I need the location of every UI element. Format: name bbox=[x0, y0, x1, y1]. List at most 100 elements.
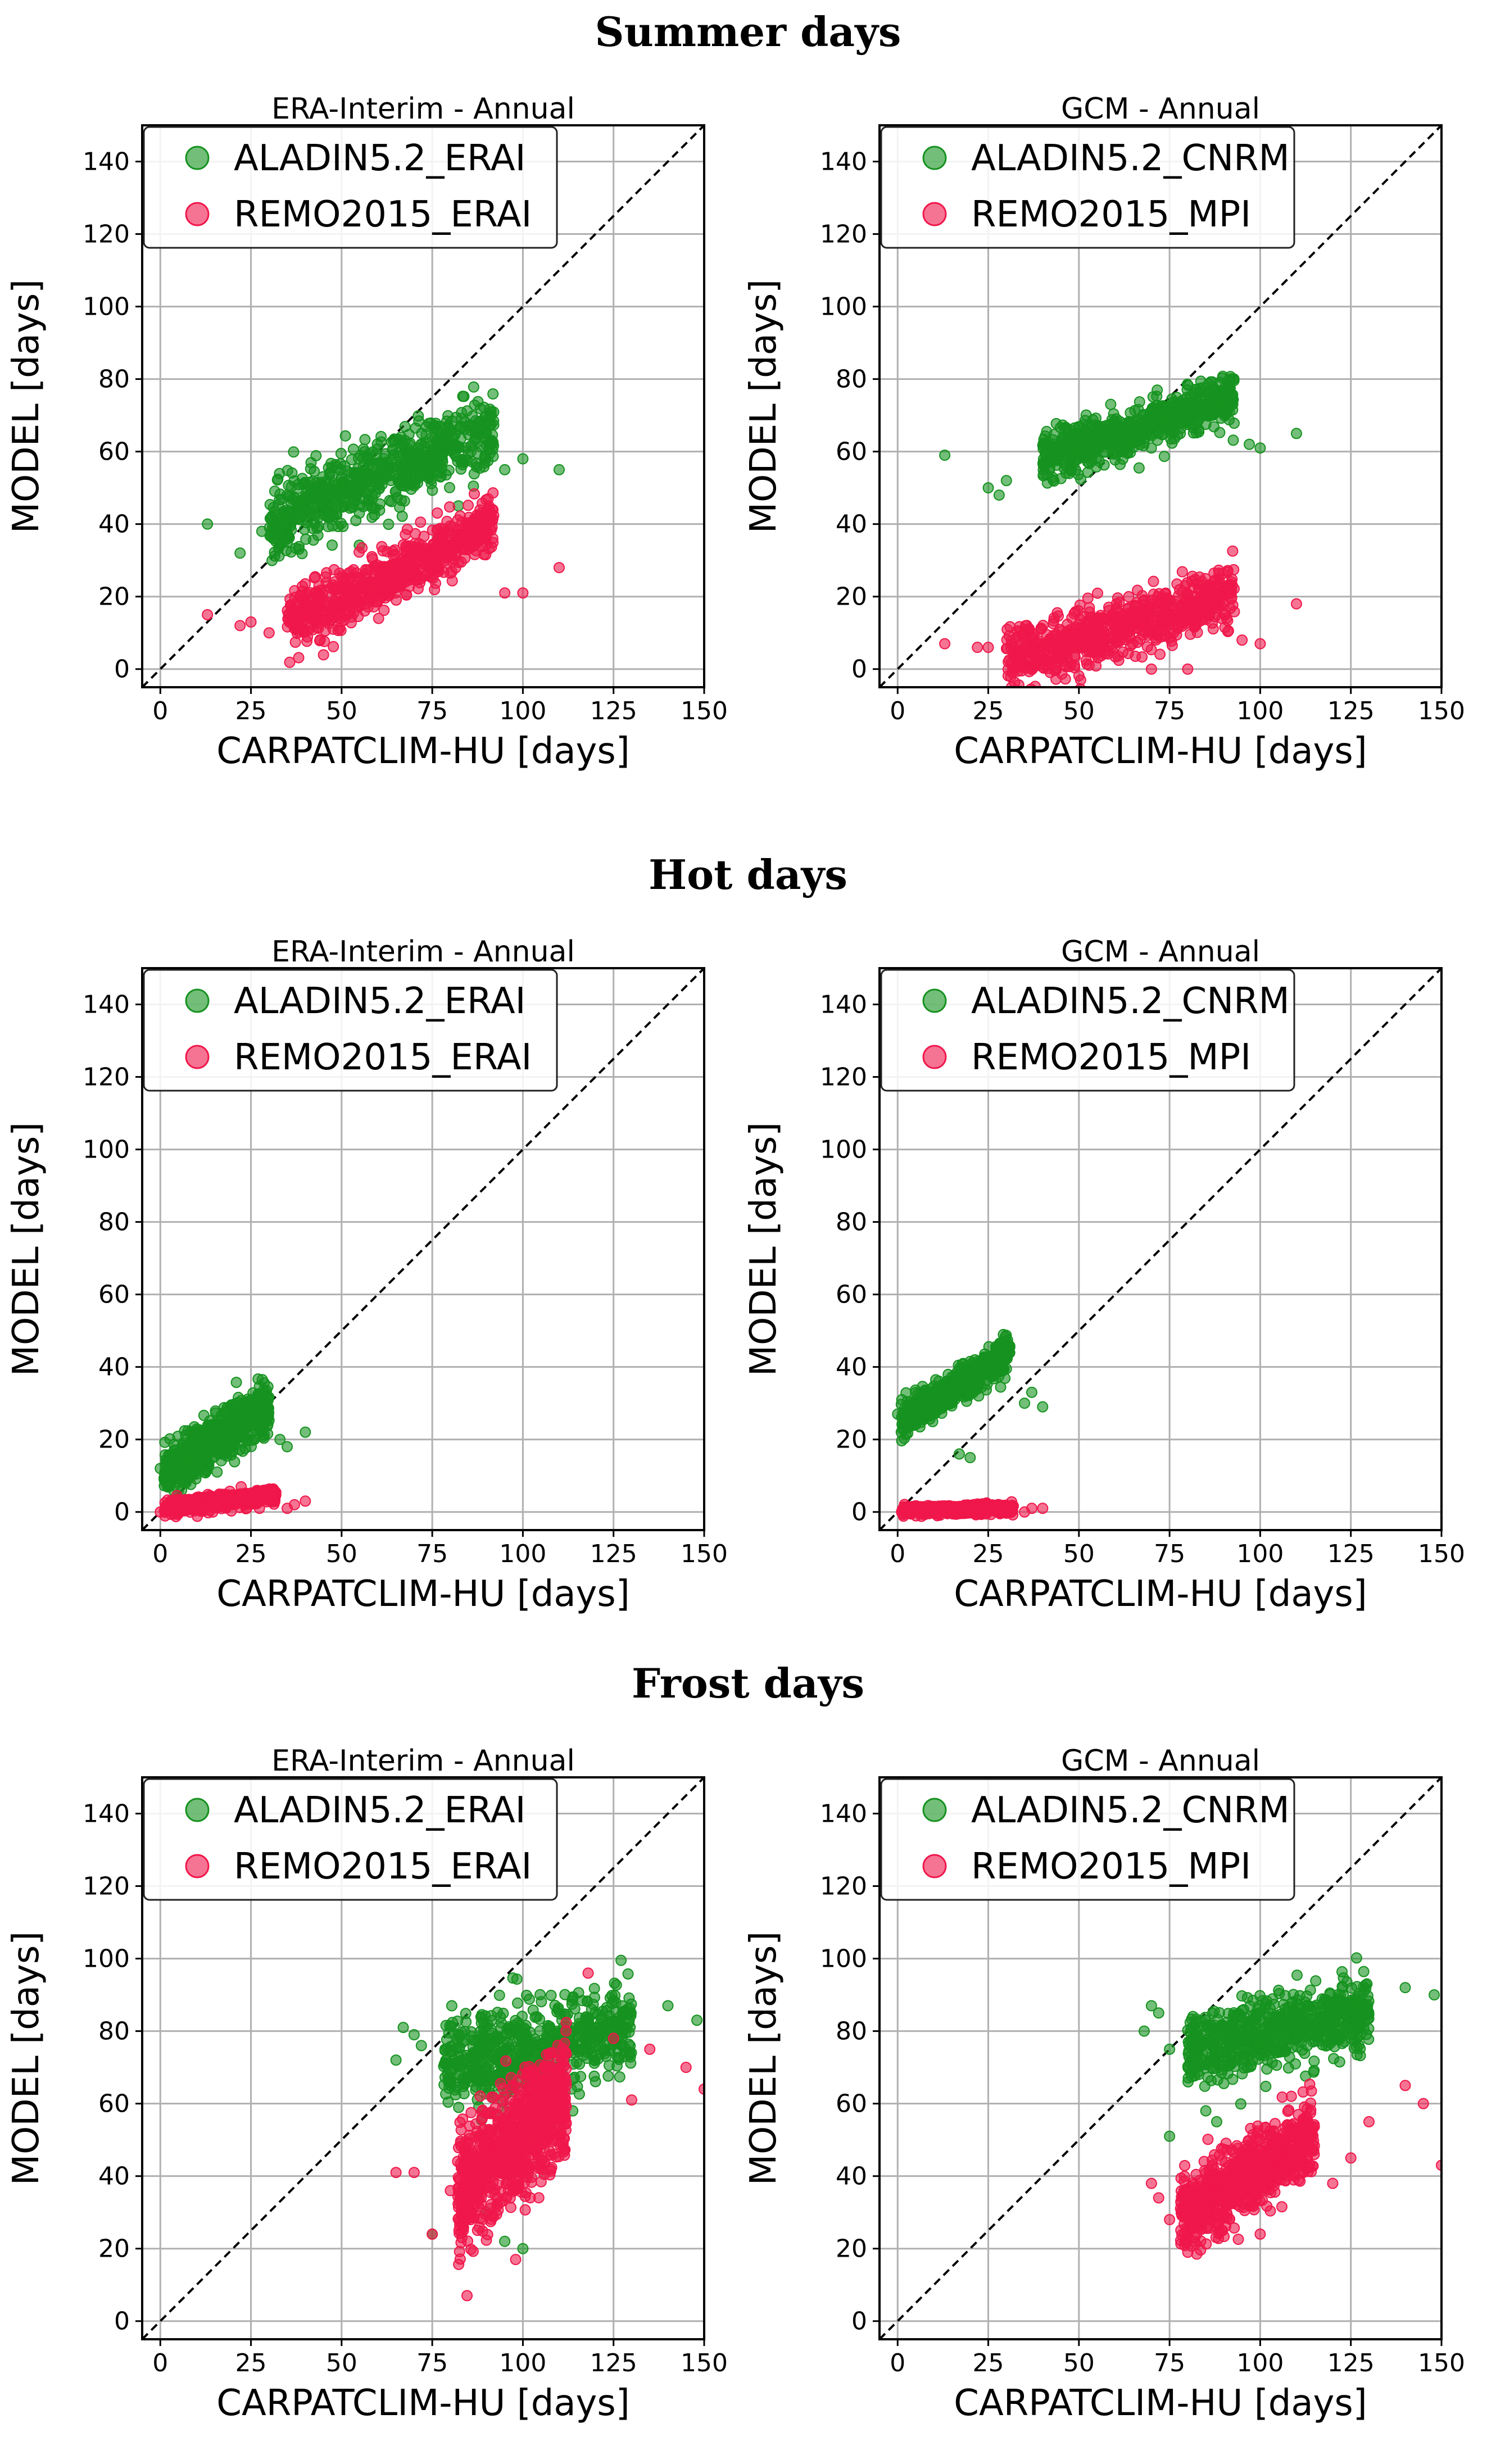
data-point bbox=[1001, 475, 1012, 485]
data-point bbox=[1040, 448, 1050, 458]
data-point bbox=[257, 527, 267, 537]
data-point bbox=[374, 478, 384, 488]
data-point bbox=[1228, 565, 1239, 575]
data-point bbox=[165, 1434, 175, 1444]
data-point bbox=[448, 557, 458, 567]
data-point bbox=[1291, 428, 1302, 438]
data-point bbox=[294, 544, 304, 554]
chart-title: GCM - Annual bbox=[1061, 92, 1260, 126]
data-point bbox=[1104, 605, 1114, 615]
data-point bbox=[387, 571, 397, 581]
data-point bbox=[487, 516, 497, 526]
data-point bbox=[456, 421, 466, 432]
data-point bbox=[424, 473, 434, 483]
data-point bbox=[1014, 680, 1024, 690]
data-point bbox=[444, 465, 454, 475]
data-point bbox=[371, 587, 382, 597]
data-point bbox=[1092, 442, 1102, 452]
data-point bbox=[998, 1363, 1008, 1373]
data-point bbox=[387, 583, 397, 593]
data-point bbox=[212, 1467, 222, 1477]
data-point bbox=[275, 1435, 285, 1445]
data-point bbox=[255, 1491, 265, 1501]
data-point bbox=[395, 502, 405, 512]
data-point bbox=[954, 1449, 964, 1459]
data-point bbox=[1228, 435, 1238, 445]
data-point bbox=[235, 548, 245, 558]
data-point bbox=[203, 1508, 213, 1518]
data-point bbox=[426, 561, 436, 571]
data-point bbox=[500, 588, 510, 598]
series-ALADIN5.2_ERAI bbox=[202, 382, 564, 566]
data-point bbox=[448, 443, 458, 453]
data-point bbox=[302, 636, 312, 646]
data-point bbox=[930, 1397, 940, 1407]
data-point bbox=[1050, 665, 1060, 675]
data-point bbox=[1169, 397, 1179, 407]
data-point bbox=[1255, 639, 1265, 649]
data-point bbox=[309, 466, 319, 477]
data-point bbox=[291, 637, 301, 647]
data-point bbox=[1134, 463, 1144, 473]
data-point bbox=[374, 614, 384, 624]
data-point bbox=[223, 1445, 233, 1455]
data-point bbox=[947, 1401, 957, 1411]
data-point bbox=[360, 434, 370, 444]
data-point bbox=[1159, 611, 1169, 621]
data-point bbox=[155, 1463, 165, 1473]
y-tick-label: 120 bbox=[820, 220, 867, 249]
data-point bbox=[232, 1377, 242, 1387]
data-point bbox=[321, 568, 332, 578]
data-point bbox=[1083, 468, 1093, 478]
data-point bbox=[1064, 634, 1074, 644]
data-point bbox=[337, 472, 347, 482]
y-tick-label: 40 bbox=[98, 510, 130, 539]
y-tick-label: 20 bbox=[98, 1426, 130, 1454]
data-point bbox=[385, 470, 395, 480]
data-point bbox=[421, 543, 432, 553]
data-point bbox=[344, 568, 354, 578]
data-point bbox=[456, 407, 466, 418]
data-point bbox=[311, 451, 321, 461]
data-point bbox=[267, 556, 277, 566]
data-point bbox=[1082, 659, 1092, 669]
data-point bbox=[354, 600, 364, 610]
y-axis-label: MODEL [days] bbox=[6, 1122, 47, 1376]
x-axis-label: CARPATCLIM-HU [days] bbox=[216, 1573, 629, 1615]
data-point bbox=[1083, 645, 1093, 655]
y-tick-label: 0 bbox=[851, 655, 867, 684]
data-point bbox=[1189, 428, 1199, 438]
data-point bbox=[285, 657, 295, 668]
y-tick-label: 100 bbox=[83, 1136, 130, 1164]
data-point bbox=[983, 483, 994, 493]
data-point bbox=[445, 502, 455, 512]
data-point bbox=[436, 472, 446, 482]
data-point bbox=[1108, 633, 1118, 643]
data-point bbox=[1023, 643, 1033, 653]
data-point bbox=[471, 416, 481, 426]
data-point bbox=[459, 392, 469, 402]
data-point bbox=[246, 1441, 256, 1451]
data-point bbox=[1060, 434, 1070, 444]
data-point bbox=[401, 589, 411, 600]
data-point bbox=[1130, 651, 1140, 661]
data-point bbox=[323, 521, 333, 532]
data-point bbox=[1041, 426, 1051, 437]
y-tick-label: 80 bbox=[98, 365, 130, 394]
data-point bbox=[1066, 425, 1076, 435]
data-point bbox=[1042, 655, 1052, 665]
data-point bbox=[220, 1496, 230, 1506]
data-point bbox=[309, 535, 319, 545]
data-point bbox=[410, 529, 420, 539]
data-point bbox=[1081, 452, 1091, 462]
data-point bbox=[1226, 390, 1236, 400]
data-point bbox=[1052, 608, 1062, 618]
data-point bbox=[348, 444, 359, 454]
data-point bbox=[1108, 419, 1118, 429]
data-point bbox=[199, 1410, 209, 1421]
data-point bbox=[1153, 426, 1163, 436]
data-point bbox=[1159, 451, 1169, 461]
